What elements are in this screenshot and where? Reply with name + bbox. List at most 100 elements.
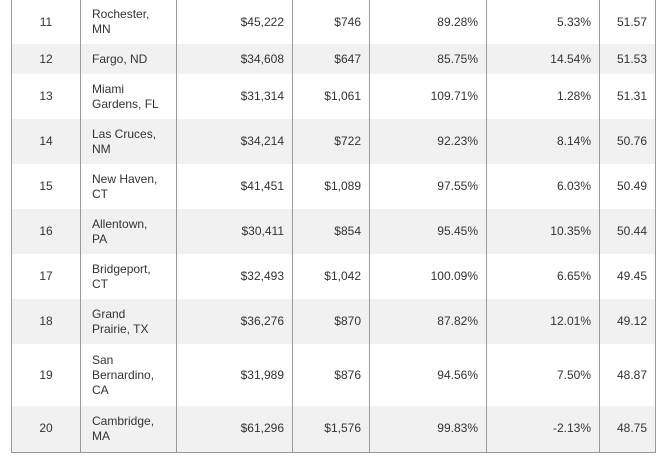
income-cell: $31,989 (176, 344, 293, 406)
city-line: Las Cruces, (92, 126, 157, 141)
rent-cell: $746 (292, 0, 370, 44)
city-cell: Cambridge, MA (80, 406, 177, 452)
city-cell: Bridgeport, CT (80, 254, 177, 299)
rank-cell: 17 (11, 254, 81, 299)
city-cell: Allentown, PA (80, 209, 177, 254)
score-cell: 50.49 (599, 164, 656, 209)
city-cell: New Haven, CT (80, 164, 177, 209)
city-line: Miami (92, 81, 124, 96)
city-cell: Grand Prairie, TX (80, 299, 177, 344)
income-cell: $34,608 (176, 44, 293, 74)
rank-cell: 11 (11, 0, 81, 44)
rank-cell: 12 (11, 44, 81, 74)
table-row: 19 San Bernardino, CA $31,989 $876 94.56% 7.50%… (11, 344, 656, 406)
table-row: 12 Fargo, ND $34,608 $647 85.75% 14.54% 51.53 (11, 44, 656, 74)
percent-cell: 87.82% (369, 299, 487, 344)
income-cell: $41,451 (176, 164, 293, 209)
table-row: 18 Grand Prairie, TX $36,276 $870 87.82% 12.01… (11, 299, 656, 344)
rent-cell: $647 (292, 44, 370, 74)
income-cell: $45,222 (176, 0, 293, 44)
income-cell: $36,276 (176, 299, 293, 344)
rank-cell: 15 (11, 164, 81, 209)
table-row: 11 Rochester, MN $45,222 $746 89.28% 5.33% 51.5… (11, 0, 656, 44)
rent-cell: $876 (292, 344, 370, 406)
change-cell: 12.01% (486, 299, 600, 344)
city-line: Prairie, TX (92, 321, 149, 336)
score-cell: 49.45 (599, 254, 656, 299)
change-cell: 14.54% (486, 44, 600, 74)
table-row: 13 Miami Gardens, FL $31,314 $1,061 109.71% 1.… (11, 74, 656, 119)
change-cell: 5.33% (486, 0, 600, 44)
percent-cell: 100.09% (369, 254, 487, 299)
rank-cell: 18 (11, 299, 81, 344)
income-cell: $30,411 (176, 209, 293, 254)
rent-cell: $1,042 (292, 254, 370, 299)
score-cell: 48.87 (599, 344, 656, 406)
rank-cell: 14 (11, 119, 81, 164)
percent-cell: 94.56% (369, 344, 487, 406)
table-row: 16 Allentown, PA $30,411 $854 95.45% 10.35% 50.… (11, 209, 656, 254)
city-line: NM (92, 141, 111, 156)
city-cell: Fargo, ND (80, 44, 177, 74)
percent-cell: 109.71% (369, 74, 487, 119)
score-cell: 51.31 (599, 74, 656, 119)
city-line: Bridgeport, (92, 261, 151, 276)
city-line: PA (92, 231, 108, 246)
score-cell: 49.12 (599, 299, 656, 344)
score-cell: 48.75 (599, 406, 656, 452)
percent-cell: 92.23% (369, 119, 487, 164)
rent-cell: $870 (292, 299, 370, 344)
change-cell: 10.35% (486, 209, 600, 254)
percent-cell: 95.45% (369, 209, 487, 254)
city-line: Fargo, ND (92, 51, 148, 66)
city-line: Grand (92, 306, 126, 321)
change-cell: 7.50% (486, 344, 600, 406)
percent-cell: 97.55% (369, 164, 487, 209)
rent-cell: $854 (292, 209, 370, 254)
rank-cell: 19 (11, 344, 81, 406)
change-cell: 8.14% (486, 119, 600, 164)
percent-cell: 85.75% (369, 44, 487, 74)
city-cell: San Bernardino, CA (80, 344, 177, 406)
city-line: Cambridge, (92, 413, 155, 428)
rent-cell: $1,089 (292, 164, 370, 209)
income-cell: $61,296 (176, 406, 293, 452)
income-cell: $34,214 (176, 119, 293, 164)
city-cell: Miami Gardens, FL (80, 74, 177, 119)
city-cell: Rochester, MN (80, 0, 177, 44)
city-line: New Haven, (92, 171, 158, 186)
score-cell: 50.44 (599, 209, 656, 254)
score-cell: 50.76 (599, 119, 656, 164)
rank-cell: 20 (11, 406, 81, 452)
percent-cell: 89.28% (369, 0, 487, 44)
table-row: 20 Cambridge, MA $61,296 $1,576 99.83% -2.13% 4… (11, 406, 656, 452)
change-cell: 6.03% (486, 164, 600, 209)
table-row: 14 Las Cruces, NM $34,214 $722 92.23% 8.14% 50.… (11, 119, 656, 164)
rent-cell: $1,061 (292, 74, 370, 119)
city-line: MN (92, 22, 111, 36)
change-cell: -2.13% (486, 406, 600, 452)
city-cell: Las Cruces, NM (80, 119, 177, 164)
change-cell: 1.28% (486, 74, 600, 119)
table-row: 15 New Haven, CT $41,451 $1,089 97.55% 6.03% 50… (11, 164, 656, 209)
percent-cell: 99.83% (369, 406, 487, 452)
score-cell: 51.57 (599, 0, 656, 44)
score-cell: 51.53 (599, 44, 656, 74)
table-row: 17 Bridgeport, CT $32,493 $1,042 100.09% 6.65%… (11, 254, 656, 299)
rent-cell: $722 (292, 119, 370, 164)
rent-cell: $1,576 (292, 406, 370, 452)
city-line: Rochester, (92, 7, 150, 21)
city-ranking-table: 11 Rochester, MN $45,222 $746 89.28% 5.33% 51.5… (11, 0, 656, 453)
city-line: MA (92, 428, 110, 443)
change-cell: 6.65% (486, 254, 600, 299)
city-line: Bernardino, (92, 367, 155, 382)
city-line: CA (92, 382, 109, 397)
city-line: Allentown, (92, 216, 148, 231)
income-cell: $32,493 (176, 254, 293, 299)
table-body: 11 Rochester, MN $45,222 $746 89.28% 5.33% 51.5… (11, 0, 656, 452)
city-line: San (92, 352, 114, 367)
city-line: CT (92, 186, 108, 201)
city-line: CT (92, 276, 108, 291)
rank-cell: 16 (11, 209, 81, 254)
city-line: Gardens, FL (92, 96, 159, 111)
